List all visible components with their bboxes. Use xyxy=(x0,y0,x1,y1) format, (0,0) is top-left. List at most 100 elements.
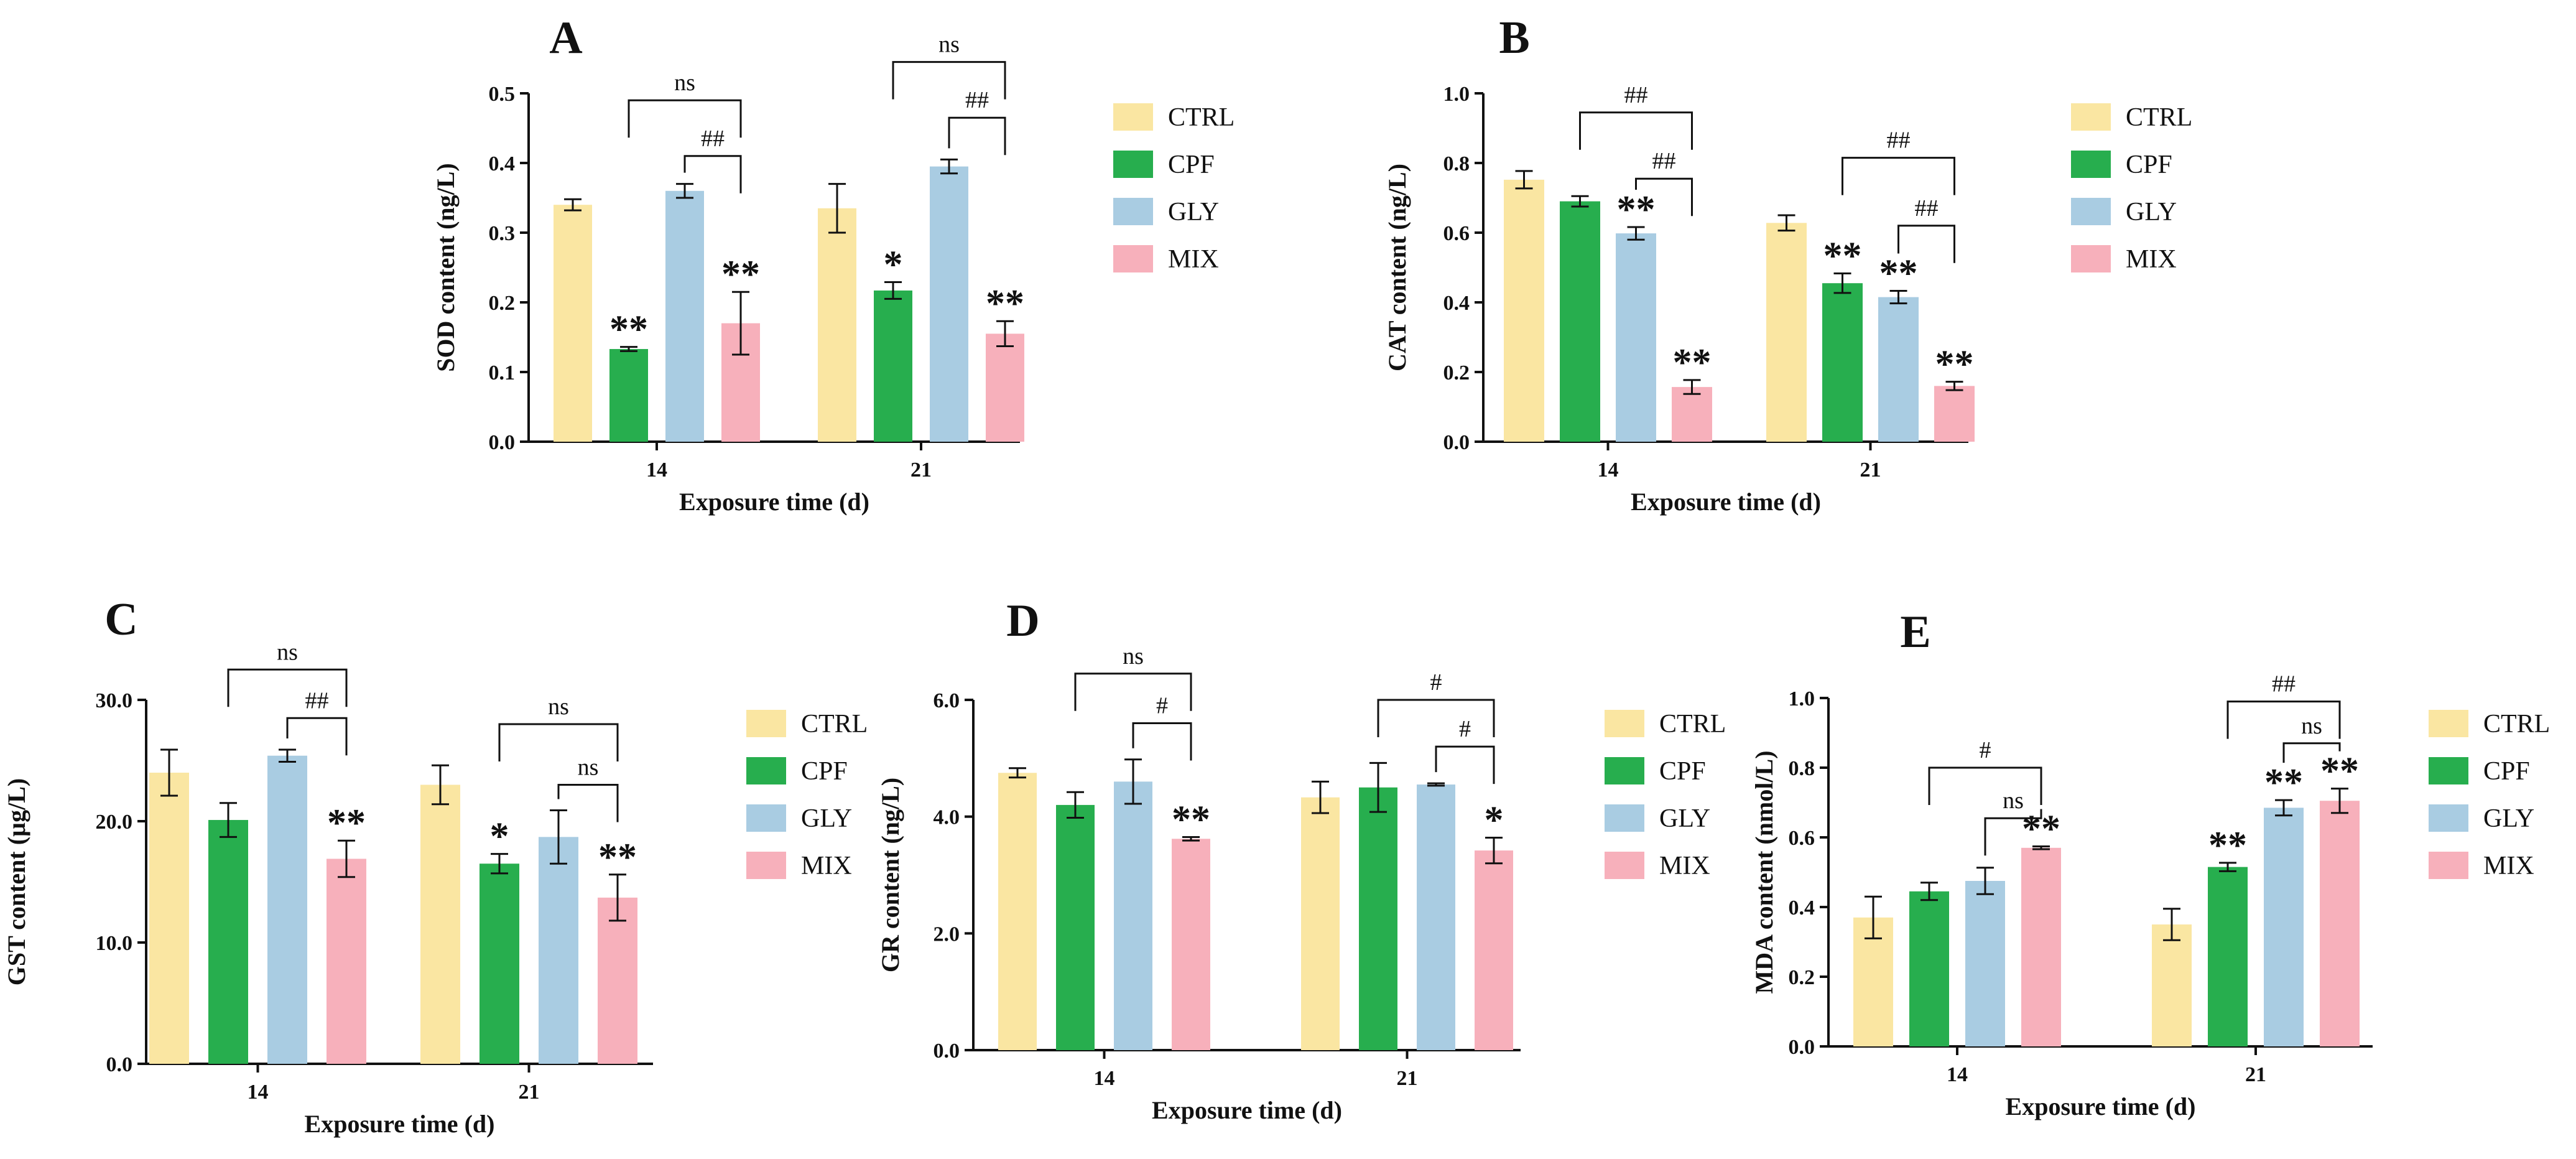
legend-label-ctrl: CTRL xyxy=(801,710,868,738)
comparison-label: ns xyxy=(1123,643,1144,669)
legend-swatch-mix xyxy=(746,852,786,879)
bar-ctrl-14 xyxy=(1504,179,1544,442)
y-tick-label: 0.2 xyxy=(1443,361,1470,384)
y-tick-label: 0.6 xyxy=(1443,222,1470,245)
comparison-label: ns xyxy=(548,694,569,720)
y-tick-label: 4.0 xyxy=(934,806,960,829)
significance-mark: ** xyxy=(2320,750,2359,793)
bar-gly-21 xyxy=(1417,784,1455,1050)
legend-label-cpf: CPF xyxy=(1168,151,1215,179)
bar-cpf-14 xyxy=(609,349,648,442)
y-tick-label: 10.0 xyxy=(96,932,133,955)
bar-mix-14 xyxy=(1672,387,1712,442)
chart-panel-b: B 0.0 0.2 0.4 0.6 0.8 1.0 CAT content (ng/L) ** *… xyxy=(1383,12,2192,516)
significance-mark: ** xyxy=(1673,342,1712,384)
bar-gly-14 xyxy=(267,755,307,1064)
y-axis-title: MDA content (nmol/L) xyxy=(1750,750,1778,994)
comparison-label: ## xyxy=(2272,671,2296,697)
significance-mark: * xyxy=(884,244,903,286)
legend-swatch-cpf xyxy=(1605,757,1644,784)
panel-letter: C xyxy=(104,594,137,645)
legend-label-cpf: CPF xyxy=(801,757,848,786)
y-axis-title: GST content (µg/L) xyxy=(2,778,30,985)
y-axis-title: GR content (ng/L) xyxy=(876,778,904,972)
y-tick-label: 0.1 xyxy=(489,361,516,384)
x-tick-label: 21 xyxy=(910,458,932,482)
significance-mark: ** xyxy=(1823,235,1862,277)
y-tick-label: 0.2 xyxy=(1789,966,1815,989)
bar-ctrl-14 xyxy=(149,773,189,1064)
legend-label-gly: GLY xyxy=(2483,804,2534,833)
legend-label-gly: GLY xyxy=(1659,804,1710,833)
legend-swatch-ctrl xyxy=(1605,710,1644,737)
x-tick-label: 14 xyxy=(1947,1063,1968,1086)
bar-gly-21 xyxy=(930,166,968,442)
comparison-label: ns xyxy=(2301,713,2322,739)
significance-mark: ** xyxy=(609,309,648,351)
bar-mix-21 xyxy=(2320,801,2360,1046)
legend-swatch-cpf xyxy=(2071,151,2111,178)
bar-ctrl-21 xyxy=(2152,924,2192,1046)
x-tick-label: 14 xyxy=(248,1081,269,1104)
bar-cpf-14 xyxy=(1560,201,1600,442)
bar-mix-14 xyxy=(2021,847,2061,1046)
significance-mark: ** xyxy=(2208,824,2247,867)
y-tick-label: 0.3 xyxy=(489,222,516,245)
bar-gly-14 xyxy=(665,190,704,442)
comparison-bracket xyxy=(557,784,619,822)
y-tick-label: 0.4 xyxy=(489,152,516,175)
y-tick-label: 0.5 xyxy=(489,83,516,106)
comparison-bracket xyxy=(2282,742,2341,763)
bar-gly-21 xyxy=(2264,808,2304,1046)
legend-swatch-gly xyxy=(2071,198,2111,225)
comparison-bracket xyxy=(948,116,1006,156)
comparison-bracket xyxy=(628,99,742,138)
comparison-label: ## xyxy=(1915,195,1939,221)
bar-ctrl-14 xyxy=(554,205,592,442)
comparison-bracket xyxy=(1842,157,1955,195)
comparison-label: # xyxy=(1430,669,1442,696)
bar-ctrl-21 xyxy=(420,784,460,1064)
y-tick-label: 20.0 xyxy=(96,811,133,834)
y-tick-label: 0.0 xyxy=(106,1053,133,1076)
legend-swatch-mix xyxy=(1113,245,1153,272)
bar-cpf-21 xyxy=(1822,283,1863,442)
panel-letter: D xyxy=(1006,595,1039,646)
bar-ctrl-14 xyxy=(998,773,1037,1050)
significance-mark: ** xyxy=(1172,799,1210,841)
comparison-label: # xyxy=(1980,737,1991,763)
legend-label-gly: GLY xyxy=(801,804,852,833)
legend-label-gly: GLY xyxy=(2126,198,2177,226)
legend-label-mix: MIX xyxy=(2483,852,2534,880)
legend-label-ctrl: CTRL xyxy=(2483,710,2550,738)
bar-mix-21 xyxy=(1475,850,1513,1050)
comparison-bracket xyxy=(227,668,348,707)
legend-label-ctrl: CTRL xyxy=(1659,710,1726,738)
bar-mix-21 xyxy=(986,333,1024,442)
bar-mix-21 xyxy=(598,897,637,1064)
legend-swatch-ctrl xyxy=(746,710,786,737)
comparison-bracket xyxy=(2226,701,2341,739)
bar-cpf-14 xyxy=(1056,804,1095,1050)
y-tick-label: 1.0 xyxy=(1443,83,1470,106)
comparison-bracket xyxy=(1074,673,1192,711)
bar-mix-21 xyxy=(1934,386,1975,442)
legend-swatch-gly xyxy=(2429,804,2468,832)
bar-cpf-21 xyxy=(2208,867,2248,1046)
legend-label-mix: MIX xyxy=(1659,852,1710,880)
y-tick-label: 0.2 xyxy=(489,292,516,315)
bar-gly-21 xyxy=(539,837,578,1064)
comparison-bracket xyxy=(683,155,742,193)
bar-mix-14 xyxy=(1172,839,1210,1050)
legend-swatch-cpf xyxy=(1113,151,1153,178)
y-tick-label: 0.8 xyxy=(1443,152,1470,175)
x-axis-title: Exposure time (d) xyxy=(1152,1096,1342,1124)
y-tick-label: 0.4 xyxy=(1789,896,1815,919)
bar-gly-14 xyxy=(1616,233,1656,442)
y-axis-title: SOD content (ng/L) xyxy=(432,163,460,372)
significance-mark: ** xyxy=(1879,253,1918,295)
comparison-bracket xyxy=(1984,809,2042,856)
bar-gly-14 xyxy=(1965,881,2005,1046)
comparison-label: ## xyxy=(305,687,329,714)
comparison-bracket xyxy=(1635,177,1693,216)
